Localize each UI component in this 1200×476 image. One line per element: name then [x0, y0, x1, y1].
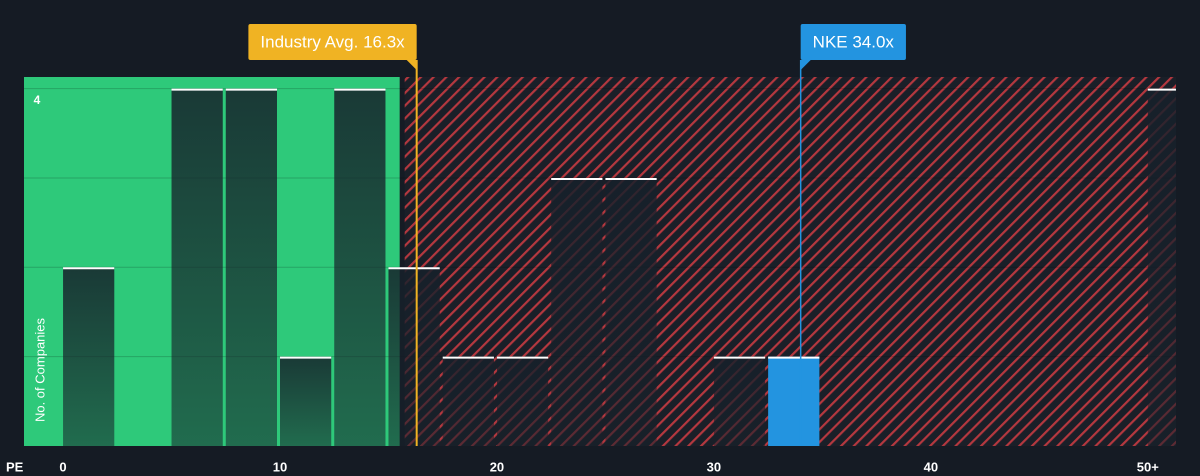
- bar: [334, 88, 386, 446]
- bar: [551, 177, 603, 446]
- annotation-box: [248, 24, 417, 60]
- x-axis-label: PE: [6, 459, 24, 474]
- bar: [713, 356, 766, 446]
- annotation-pointer: [406, 60, 417, 70]
- annotation-pointer: [800, 60, 811, 70]
- annotation: Industry Avg. 16.3x: [260, 32, 405, 51]
- plot-area: [24, 88, 1176, 446]
- annotation-box: [800, 24, 906, 60]
- bar: [171, 88, 223, 446]
- bar: [63, 267, 115, 446]
- bar: [496, 356, 549, 446]
- y-axis-label: No. of Companies: [32, 317, 47, 422]
- bar: [388, 267, 440, 446]
- x-tick-label: 50+: [1137, 459, 1159, 474]
- annotation-label: NKE 34.0x: [813, 32, 895, 51]
- annotation: NKE 34.0x: [813, 32, 895, 51]
- x-tick-label: 30: [707, 459, 721, 474]
- x-tick-label: 0: [59, 459, 66, 474]
- bar: [225, 88, 277, 446]
- x-tick-label: 10: [273, 459, 287, 474]
- highlight-bar: [768, 356, 820, 446]
- bar: [1147, 88, 1176, 446]
- annotation-label: Industry Avg. 16.3x: [260, 32, 405, 51]
- y-tick-label: 4: [34, 93, 41, 107]
- x-tick-label: 20: [490, 459, 504, 474]
- bar: [605, 177, 657, 446]
- bar: [280, 356, 332, 446]
- x-tick-label: 40: [924, 459, 938, 474]
- bar: [442, 356, 494, 446]
